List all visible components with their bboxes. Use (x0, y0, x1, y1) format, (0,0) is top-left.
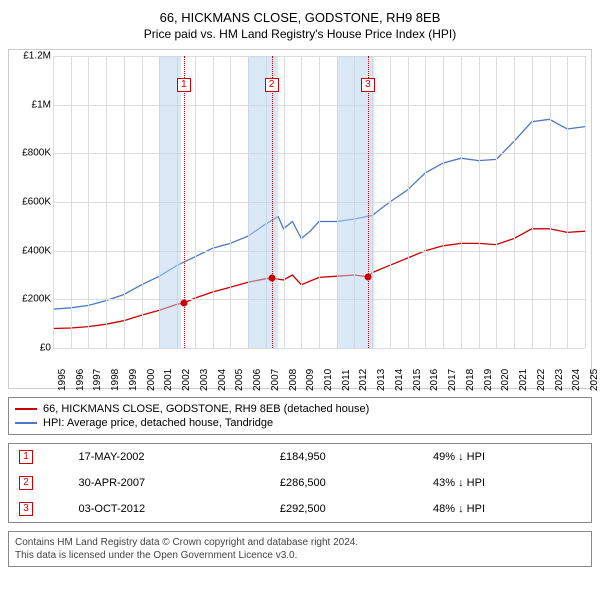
x-tick-label: 2023 (554, 369, 565, 391)
page-title: 66, HICKMANS CLOSE, GODSTONE, RH9 8EB (8, 10, 592, 25)
x-tick-label: 2020 (500, 369, 511, 391)
y-tick-label: £600K (9, 197, 51, 208)
sale-marker-icon: 1 (19, 450, 33, 464)
x-tick-label: 2004 (217, 369, 228, 391)
chart-marker: 1 (177, 78, 191, 92)
legend-swatch (15, 422, 37, 424)
legend-row: 66, HICKMANS CLOSE, GODSTONE, RH9 8EB (d… (15, 402, 585, 416)
x-tick-label: 2025 (589, 369, 600, 391)
x-tick-label: 2001 (163, 369, 174, 391)
sale-delta: 43% ↓ HPI (423, 470, 591, 496)
y-tick-label: £200K (9, 294, 51, 305)
y-tick-label: £800K (9, 148, 51, 159)
x-tick-label: 2005 (234, 369, 245, 391)
x-tick-label: 2003 (199, 369, 210, 391)
x-tick-label: 1999 (128, 369, 139, 391)
sale-price: £286,500 (270, 470, 423, 496)
legend-label: 66, HICKMANS CLOSE, GODSTONE, RH9 8EB (d… (43, 403, 369, 415)
x-tick-label: 1997 (92, 369, 103, 391)
x-tick-label: 2000 (146, 369, 157, 391)
chart-marker: 2 (265, 78, 279, 92)
x-tick-label: 2012 (358, 369, 369, 391)
table-row: 1 17-MAY-2002£184,95049% ↓ HPI (9, 444, 592, 471)
sale-delta: 48% ↓ HPI (423, 496, 591, 523)
table-row: 2 30-APR-2007£286,50043% ↓ HPI (9, 470, 592, 496)
sale-delta: 49% ↓ HPI (423, 444, 591, 471)
sale-price: £292,500 (270, 496, 423, 523)
sale-dot (268, 275, 275, 282)
sale-price: £184,950 (270, 444, 423, 471)
x-tick-label: 2014 (394, 369, 405, 391)
x-tick-label: 2002 (181, 369, 192, 391)
x-tick-label: 2013 (376, 369, 387, 391)
x-tick-label: 2018 (465, 369, 476, 391)
sale-dot (180, 299, 187, 306)
sale-dot (364, 273, 371, 280)
x-tick-label: 1998 (110, 369, 121, 391)
x-tick-label: 2022 (536, 369, 547, 391)
legend-swatch (15, 408, 37, 410)
x-tick-label: 2010 (323, 369, 334, 391)
x-tick-label: 1995 (57, 369, 68, 391)
x-tick-label: 2021 (518, 369, 529, 391)
license-box: Contains HM Land Registry data © Crown c… (8, 531, 592, 567)
sale-date: 03-OCT-2012 (69, 496, 270, 523)
sales-table: 1 17-MAY-2002£184,95049% ↓ HPI 2 30-APR-200… (8, 443, 592, 523)
license-line2: This data is licensed under the Open Gov… (15, 549, 585, 562)
sale-marker-icon: 2 (19, 476, 33, 490)
sale-marker-icon: 3 (19, 502, 33, 516)
x-tick-label: 2015 (412, 369, 423, 391)
chart-marker: 3 (361, 78, 375, 92)
license-line1: Contains HM Land Registry data © Crown c… (15, 536, 585, 549)
x-tick-label: 1996 (75, 369, 86, 391)
x-tick-label: 2009 (305, 369, 316, 391)
x-tick-label: 2007 (270, 369, 281, 391)
table-row: 3 03-OCT-2012£292,50048% ↓ HPI (9, 496, 592, 523)
sale-date: 17-MAY-2002 (69, 444, 270, 471)
y-tick-label: £400K (9, 245, 51, 256)
x-tick-label: 2024 (571, 369, 582, 391)
y-tick-label: £1.2M (9, 51, 51, 62)
x-tick-label: 2011 (341, 369, 352, 391)
page-subtitle: Price paid vs. HM Land Registry's House … (8, 27, 592, 41)
legend-label: HPI: Average price, detached house, Tand… (43, 417, 273, 429)
x-tick-label: 2016 (429, 369, 440, 391)
x-tick-label: 2006 (252, 369, 263, 391)
y-tick-label: £1M (9, 99, 51, 110)
x-tick-label: 2019 (483, 369, 494, 391)
y-tick-label: £0 (9, 343, 51, 354)
chart-container: 1 2 3 £0 £200K £400K £600K £800K £1M £1.2M 1995 19… (8, 49, 592, 389)
plot-area: 1 2 3 (53, 56, 585, 348)
x-tick-label: 2008 (288, 369, 299, 391)
legend-row: HPI: Average price, detached house, Tand… (15, 416, 585, 430)
x-tick-label: 2017 (447, 369, 458, 391)
legend-box: 66, HICKMANS CLOSE, GODSTONE, RH9 8EB (d… (8, 397, 592, 435)
sale-date: 30-APR-2007 (69, 470, 270, 496)
